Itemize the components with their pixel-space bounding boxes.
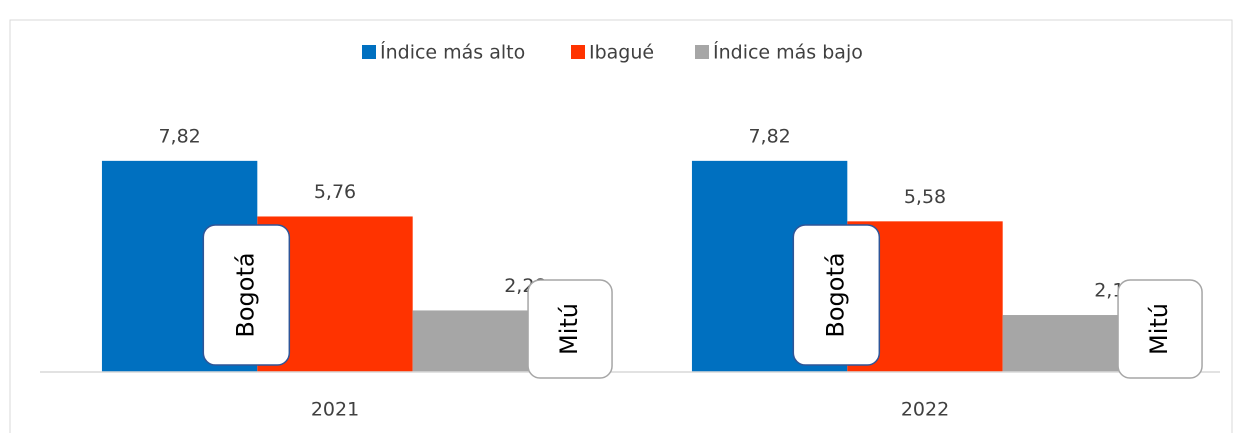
- callout-label: Bogotá: [231, 252, 259, 337]
- legend-label: Índice más alto: [380, 41, 525, 64]
- legend-swatch: [571, 45, 585, 59]
- data-label: 7,82: [158, 125, 200, 147]
- legend-swatch: [362, 45, 376, 59]
- x-tick-label: 2021: [311, 399, 359, 421]
- legend-label: Índice más bajo: [713, 41, 863, 64]
- legend-swatch: [695, 45, 709, 59]
- callout-box: [792, 224, 881, 366]
- x-tick-label: 2022: [901, 399, 949, 421]
- callout-box: [527, 279, 613, 379]
- callout-label: Bogotá: [821, 252, 849, 337]
- callout-box: [202, 224, 291, 366]
- callout-label: Mitú: [1145, 303, 1173, 355]
- data-label: 5,58: [904, 186, 946, 208]
- data-label: 7,82: [748, 125, 790, 147]
- callout-box: [1117, 279, 1203, 379]
- legend-label: Ibagué: [589, 42, 654, 64]
- callout-label: Mitú: [555, 303, 583, 355]
- data-label: 5,76: [314, 181, 356, 203]
